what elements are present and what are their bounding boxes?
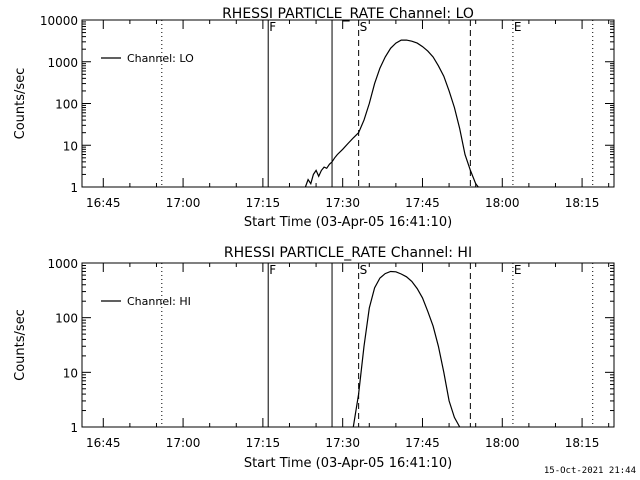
time-marker-label: F (269, 263, 276, 277)
time-marker-label: S (360, 263, 368, 277)
x-tick-label: 17:30 (325, 196, 360, 210)
x-tick-label: 17:15 (246, 196, 281, 210)
x-tick-label: 18:00 (485, 436, 520, 450)
y-tick-label: 100 (55, 98, 78, 112)
x-tick-label: 17:30 (325, 436, 360, 450)
y-tick-label: 1000 (47, 56, 78, 70)
y-tick-label: 1000 (47, 257, 78, 271)
x-tick-label: 17:15 (246, 436, 281, 450)
y-tick-label: 10000 (40, 14, 78, 28)
series-line (304, 39, 479, 188)
y-tick-label: 100 (55, 312, 78, 326)
x-tick-label: 16:45 (86, 436, 121, 450)
y-tick-label: 10 (63, 139, 78, 153)
y-tick-label: 1 (70, 421, 78, 435)
x-tick-label: 17:00 (166, 436, 201, 450)
x-tick-label: 17:45 (405, 196, 440, 210)
legend-label: Channel: LO (127, 52, 194, 65)
x-tick-label: 17:45 (405, 436, 440, 450)
time-marker-label: E (514, 20, 522, 34)
time-marker-label: E (514, 263, 522, 277)
y-axis-label: Counts/sec (13, 68, 28, 140)
x-tick-label: 18:15 (565, 196, 600, 210)
x-axis-label: Start Time (03-Apr-05 16:41:10) (244, 215, 452, 230)
x-tick-label: 18:00 (485, 196, 520, 210)
x-tick-label: 17:00 (166, 196, 201, 210)
chart-panel-2: RHESSI PARTICLE_RATE Channel: HI 1 10 100 10… (13, 245, 615, 471)
y-tick-label: 1 (70, 181, 78, 195)
series-line (352, 270, 461, 428)
footer-timestamp: 15-Oct-2021 21:44 (543, 466, 636, 476)
chart-title: RHESSI PARTICLE_RATE Channel: HI (224, 245, 472, 261)
time-marker-label: F (269, 20, 276, 34)
legend-label: Channel: HI (127, 295, 191, 308)
x-tick-label: 18:15 (565, 436, 600, 450)
time-marker-label: S (360, 20, 368, 34)
plot-frame (81, 262, 615, 428)
plot-frame (81, 19, 615, 188)
x-axis-label: Start Time (03-Apr-05 16:41:10) (244, 456, 452, 471)
y-tick-label: 10 (63, 366, 78, 380)
x-tick-label: 16:45 (86, 196, 121, 210)
y-axis-label: Counts/sec (13, 309, 28, 381)
chart-panel-1: RHESSI PARTICLE_RATE Channel: LO 1 10 100 10… (13, 6, 615, 230)
chart-title: RHESSI PARTICLE_RATE Channel: LO (222, 6, 474, 22)
